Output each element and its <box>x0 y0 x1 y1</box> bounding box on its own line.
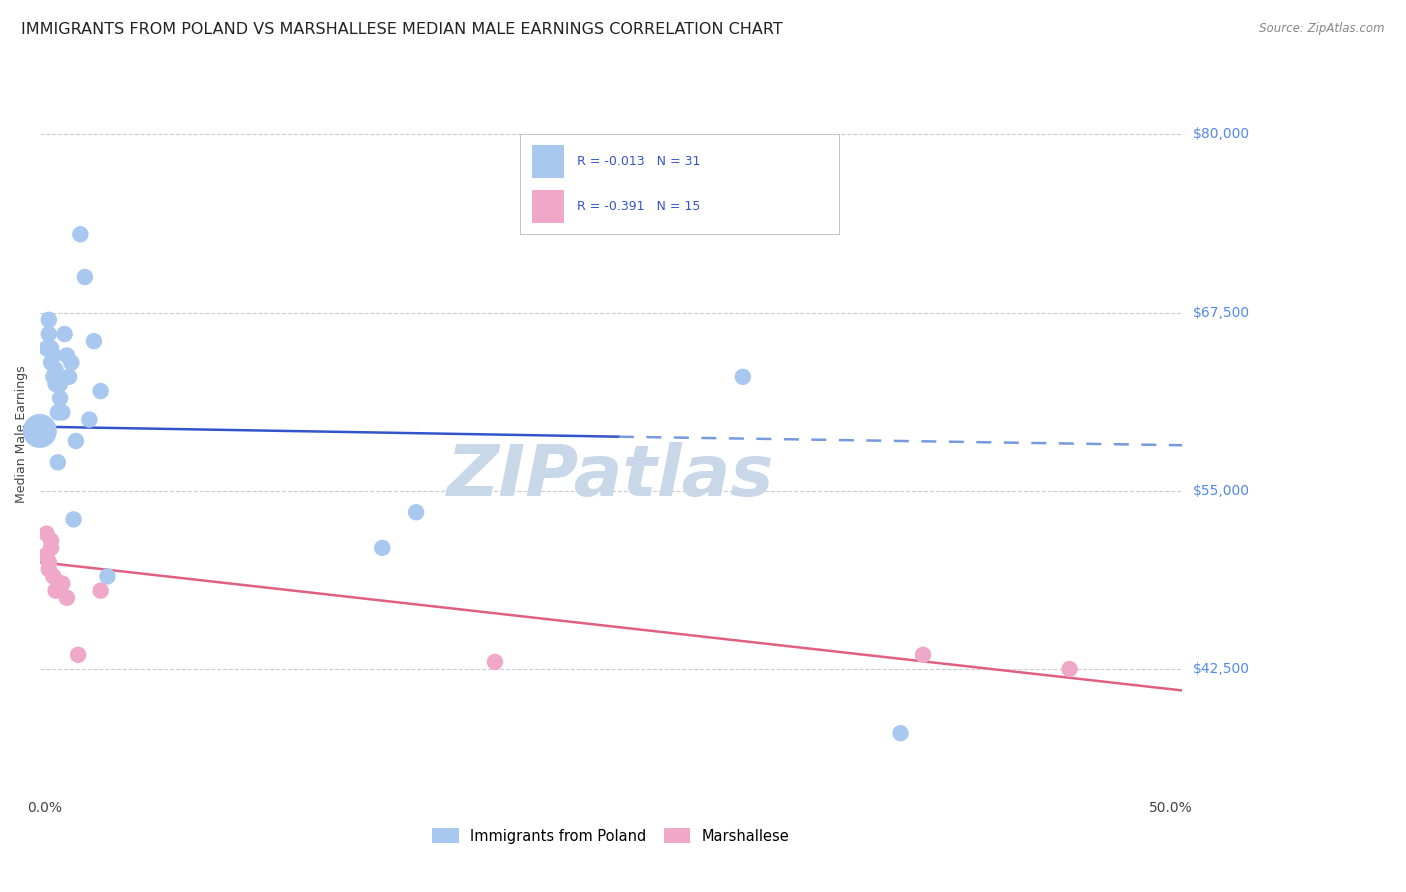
Point <box>39 533 62 548</box>
Point <box>731 369 754 384</box>
Text: ZIPatlas: ZIPatlas <box>447 442 775 511</box>
Point <box>1059 662 1081 676</box>
Legend: Immigrants from Poland, Marshallese: Immigrants from Poland, Marshallese <box>432 828 790 844</box>
Point <box>371 541 394 555</box>
Point <box>79 412 101 426</box>
Point <box>46 455 69 469</box>
Y-axis label: Median Male Earnings: Median Male Earnings <box>15 365 28 503</box>
Text: IMMIGRANTS FROM POLAND VS MARSHALLESE MEDIAN MALE EARNINGS CORRELATION CHART: IMMIGRANTS FROM POLAND VS MARSHALLESE ME… <box>21 22 783 37</box>
Point <box>38 326 60 341</box>
Point <box>45 376 67 391</box>
Point <box>49 391 72 405</box>
Point <box>49 376 72 391</box>
Point <box>96 569 118 583</box>
Point <box>67 648 90 662</box>
Point <box>83 334 105 348</box>
Point <box>73 270 96 285</box>
Point <box>45 583 67 598</box>
Point <box>484 655 506 669</box>
Point <box>28 424 51 438</box>
Point <box>889 726 911 740</box>
Text: $80,000: $80,000 <box>1194 128 1250 142</box>
Point <box>42 569 65 583</box>
Point <box>65 434 87 448</box>
Point <box>35 341 58 355</box>
Point <box>38 562 60 576</box>
Point <box>51 576 73 591</box>
Point <box>69 227 91 242</box>
Point <box>90 583 112 598</box>
Point <box>62 512 84 526</box>
Point <box>90 384 112 398</box>
Point <box>46 405 69 419</box>
Point <box>45 362 67 376</box>
Point <box>39 541 62 555</box>
Point <box>38 555 60 569</box>
Point <box>405 505 427 519</box>
Point <box>38 313 60 327</box>
Point <box>912 648 935 662</box>
Point <box>596 213 619 227</box>
Point <box>39 355 62 369</box>
Point <box>58 369 80 384</box>
Point <box>56 591 79 605</box>
Text: $42,500: $42,500 <box>1194 662 1250 676</box>
Text: Source: ZipAtlas.com: Source: ZipAtlas.com <box>1260 22 1385 36</box>
Point <box>35 548 58 562</box>
Point <box>56 348 79 362</box>
Point <box>60 355 83 369</box>
Point <box>42 348 65 362</box>
Point <box>53 326 76 341</box>
Point <box>51 405 73 419</box>
Text: $55,000: $55,000 <box>1194 483 1250 498</box>
Text: $67,500: $67,500 <box>1194 306 1250 319</box>
Point <box>39 341 62 355</box>
Point <box>35 526 58 541</box>
Point <box>42 369 65 384</box>
